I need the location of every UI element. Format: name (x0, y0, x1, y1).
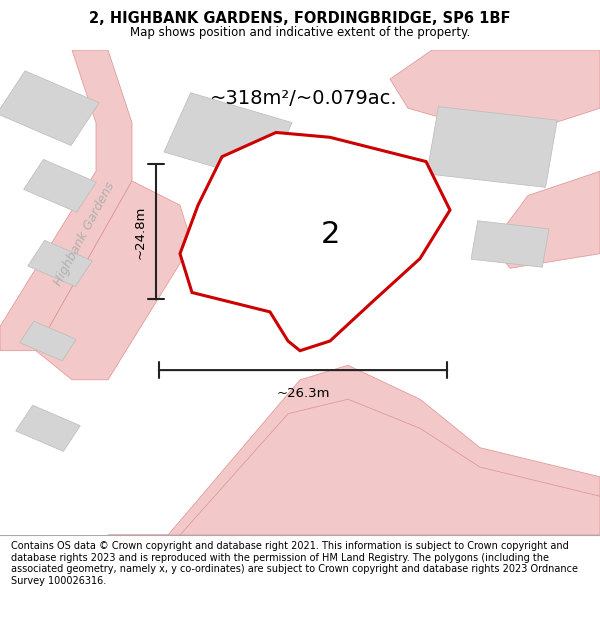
Polygon shape (180, 399, 600, 535)
Text: ~318m²/~0.079ac.: ~318m²/~0.079ac. (210, 89, 398, 108)
Polygon shape (28, 240, 92, 286)
Polygon shape (23, 159, 97, 212)
Polygon shape (20, 321, 76, 361)
Text: Contains OS data © Crown copyright and database right 2021. This information is : Contains OS data © Crown copyright and d… (11, 541, 578, 586)
Polygon shape (427, 107, 557, 188)
Polygon shape (16, 405, 80, 451)
Text: ~26.3m: ~26.3m (276, 387, 330, 400)
Polygon shape (180, 132, 450, 351)
Polygon shape (471, 221, 549, 268)
Text: 2, HIGHBANK GARDENS, FORDINGBRIDGE, SP6 1BF: 2, HIGHBANK GARDENS, FORDINGBRIDGE, SP6 … (89, 11, 511, 26)
Polygon shape (164, 92, 292, 182)
Polygon shape (108, 365, 600, 535)
Polygon shape (390, 50, 600, 138)
Text: 2: 2 (320, 220, 340, 249)
Polygon shape (0, 50, 132, 351)
Text: ~24.8m: ~24.8m (134, 205, 147, 259)
Polygon shape (0, 71, 99, 146)
Polygon shape (199, 184, 305, 255)
Text: Map shows position and indicative extent of the property.: Map shows position and indicative extent… (130, 26, 470, 39)
Polygon shape (36, 181, 192, 380)
Polygon shape (492, 171, 600, 268)
Text: Highbank Gardens: Highbank Gardens (51, 180, 117, 288)
